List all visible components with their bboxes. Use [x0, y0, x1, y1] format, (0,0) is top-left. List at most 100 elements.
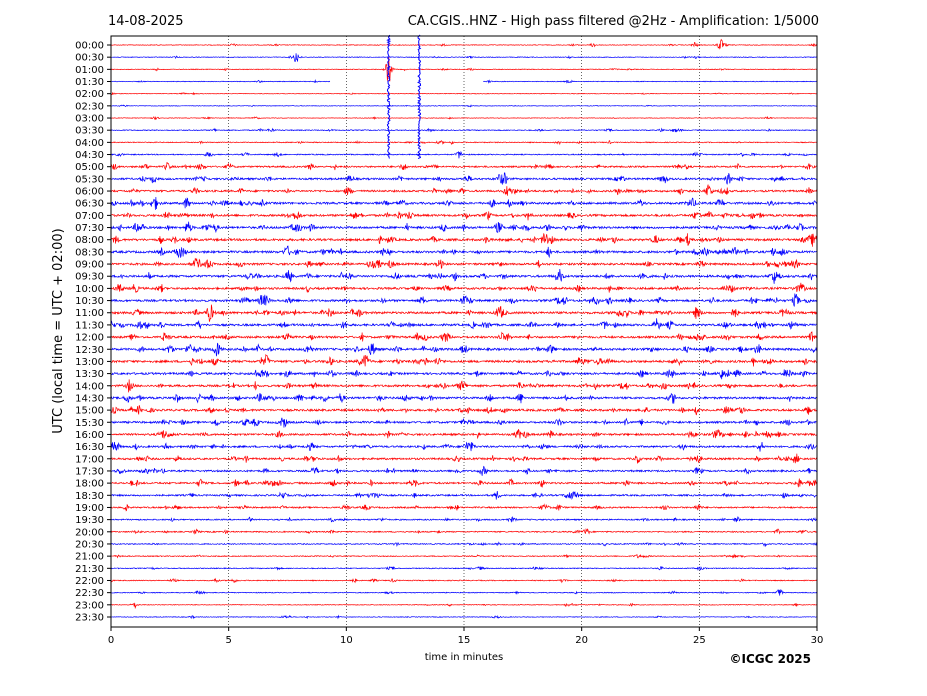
trace-row-2100 — [110, 553, 818, 559]
y-tick-label: 12:30 — [75, 345, 104, 356]
x-tick-label: 5 — [225, 635, 231, 646]
trace-row-0800 — [110, 233, 818, 247]
y-tick-label: 04:00 — [75, 138, 104, 149]
y-tick-label: 01:00 — [75, 65, 104, 76]
trace-row-0700 — [110, 211, 818, 221]
trace-row-1530 — [110, 417, 818, 428]
trace-row-1700 — [110, 453, 818, 464]
y-tick-label: 20:00 — [75, 527, 104, 538]
y-tick-label: 15:30 — [75, 418, 104, 429]
spike-trace — [386, 34, 392, 159]
y-tick-label: 17:30 — [75, 466, 104, 477]
trace-row-1730 — [110, 465, 818, 476]
y-tick-label: 09:00 — [75, 260, 104, 271]
y-tick-label: 14:30 — [75, 393, 104, 404]
y-tick-label: 13:00 — [75, 357, 104, 368]
chart-date-title: 14-08-2025 — [108, 14, 184, 29]
trace-row-0500 — [110, 162, 818, 171]
trace-row-1400 — [110, 379, 818, 393]
y-tick-label: 06:30 — [75, 199, 104, 210]
y-tick-label: 00:30 — [75, 53, 104, 64]
trace-row-1600 — [110, 429, 818, 440]
trace-row-0830 — [110, 245, 818, 259]
vertical-grid — [228, 36, 700, 627]
y-tick-label: 10:00 — [75, 284, 104, 295]
y-tick-label: 16:00 — [75, 430, 104, 441]
y-tick-label: 06:00 — [75, 187, 104, 198]
y-tick-label: 16:30 — [75, 442, 104, 453]
copyright-text: ©ICGC 2025 — [729, 652, 811, 666]
y-tick-label: 23:30 — [75, 612, 104, 623]
y-tick-label: 05:30 — [75, 174, 104, 185]
y-tick-label: 07:00 — [75, 211, 104, 222]
trace-row-0900 — [110, 257, 818, 269]
y-tick-label: 19:30 — [75, 515, 104, 526]
y-tick-label: 13:30 — [75, 369, 104, 380]
trace-row-1100 — [110, 304, 818, 322]
trace-row-2330 — [110, 614, 818, 620]
y-tick-label: 02:30 — [75, 101, 104, 112]
y-tick-label: 04:30 — [75, 150, 104, 161]
x-tick-label: 30 — [811, 635, 824, 646]
trace-lines — [110, 34, 818, 620]
trace-row-0130 — [110, 79, 818, 84]
y-tick-label: 08:00 — [75, 235, 104, 246]
trace-row-0530 — [110, 172, 818, 185]
trace-row-2200 — [110, 577, 818, 584]
plot-frame — [110, 35, 818, 628]
trace-row-0600 — [110, 184, 818, 196]
trace-row-1430 — [110, 392, 818, 404]
x-tick-label: 20 — [575, 635, 588, 646]
trace-row-0100 — [110, 56, 818, 82]
trace-row-0230 — [110, 104, 818, 108]
trace-row-1630 — [110, 441, 818, 452]
y-tick-label: 05:00 — [75, 162, 104, 173]
x-tick-label: 15 — [458, 635, 471, 646]
y-tick-label: 20:30 — [75, 539, 104, 550]
x-axis-label: time in minutes — [425, 652, 504, 663]
y-tick-label: 07:30 — [75, 223, 104, 234]
y-tick-label: 18:00 — [75, 479, 104, 490]
trace-row-0030 — [110, 53, 817, 62]
y-tick-label: 08:30 — [75, 247, 104, 258]
y-tick-label: 17:00 — [75, 454, 104, 465]
y-tick-label: 15:00 — [75, 406, 104, 417]
trace-row-0730 — [110, 221, 818, 234]
trace-row-2230 — [110, 589, 818, 596]
y-tick-label: 21:00 — [75, 552, 104, 563]
trace-row-1330 — [110, 369, 818, 380]
trace-row-1800 — [110, 478, 818, 488]
trace-row-0330 — [110, 127, 818, 133]
y-tick-label: 22:30 — [75, 588, 104, 599]
y-tick-label: 00:00 — [75, 41, 104, 52]
trace-row-2300 — [110, 602, 818, 610]
y-tick-label: 14:00 — [75, 381, 104, 392]
x-tick-label: 0 — [108, 635, 114, 646]
trace-row-1900 — [110, 503, 818, 512]
trace-row-1300 — [110, 353, 818, 367]
y-tick-label: 11:00 — [75, 308, 104, 319]
y-tick-label: 21:30 — [75, 564, 104, 575]
y-tick-label: 23:00 — [75, 600, 104, 611]
y-tick-label: 09:30 — [75, 272, 104, 283]
y-tick-label: 10:30 — [75, 296, 104, 307]
trace-row-2030 — [110, 541, 818, 548]
trace-row-0630 — [110, 196, 818, 210]
trace-row-1030 — [110, 293, 818, 307]
y-tick-label: 11:30 — [75, 320, 104, 331]
trace-row-0000 — [110, 38, 818, 50]
trace-row-1500 — [110, 405, 818, 416]
trace-row-0400 — [110, 140, 818, 146]
trace-row-1130 — [110, 318, 818, 330]
trace-row-0200 — [110, 91, 818, 96]
y-tick-label: 03:30 — [75, 126, 104, 137]
trace-row-0430 — [110, 150, 818, 159]
y-axis-label: UTC (local time = UTC + 02:00) — [51, 228, 66, 433]
y-tick-label: 01:30 — [75, 77, 104, 88]
trace-row-1230 — [110, 342, 818, 357]
y-tick-label: 18:30 — [75, 491, 104, 502]
y-tick-label: 12:00 — [75, 333, 104, 344]
trace-row-1930 — [110, 516, 818, 523]
x-tick-label: 10 — [340, 635, 353, 646]
